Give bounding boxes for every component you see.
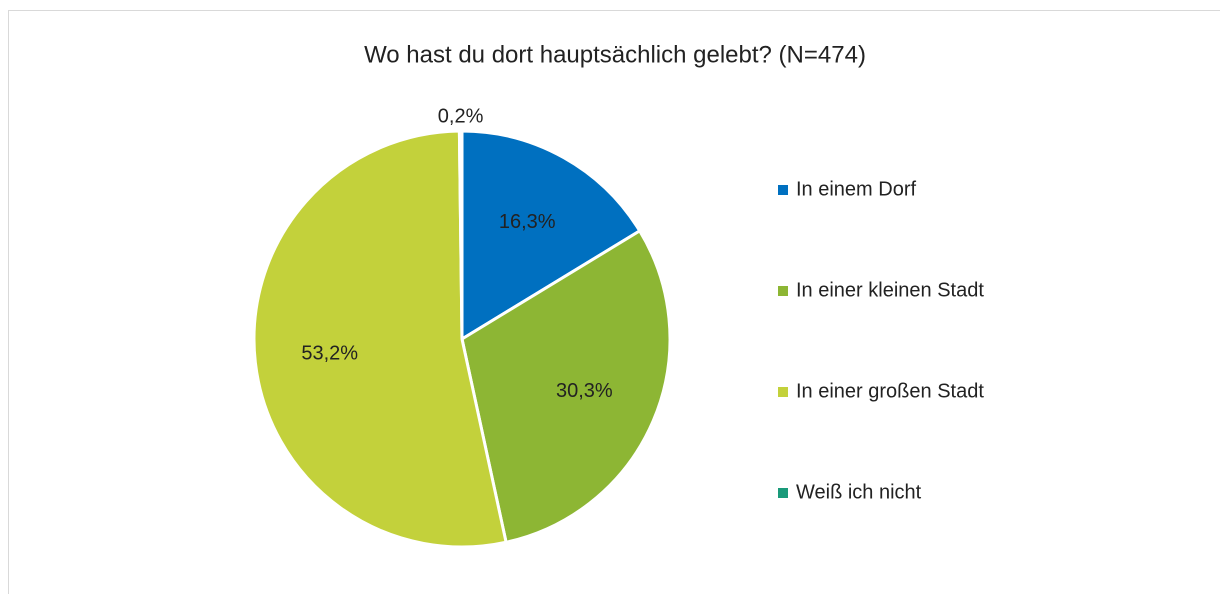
pie-slice — [252, 129, 508, 549]
legend-swatch — [778, 185, 788, 195]
legend-label: In einer kleinen Stadt — [796, 279, 984, 301]
legend-swatch — [778, 387, 788, 397]
legend-label: In einem Dorf — [796, 178, 916, 200]
pie-slice — [460, 228, 672, 545]
chart-title: Wo hast du dort hauptsächlich gelebt? (N… — [364, 41, 866, 68]
legend-label: Weiß ich nicht — [796, 481, 922, 503]
legend-label: In einer großen Stadt — [796, 380, 984, 402]
pie-slice — [460, 129, 642, 342]
legend-swatch — [778, 286, 788, 296]
data-label: 30,3% — [556, 380, 613, 402]
data-label: 16,3% — [499, 211, 556, 233]
data-label: 53,2% — [301, 342, 358, 364]
data-label: 0,2% — [438, 105, 484, 127]
legend-swatch — [778, 488, 788, 498]
pie-slice — [457, 129, 464, 340]
